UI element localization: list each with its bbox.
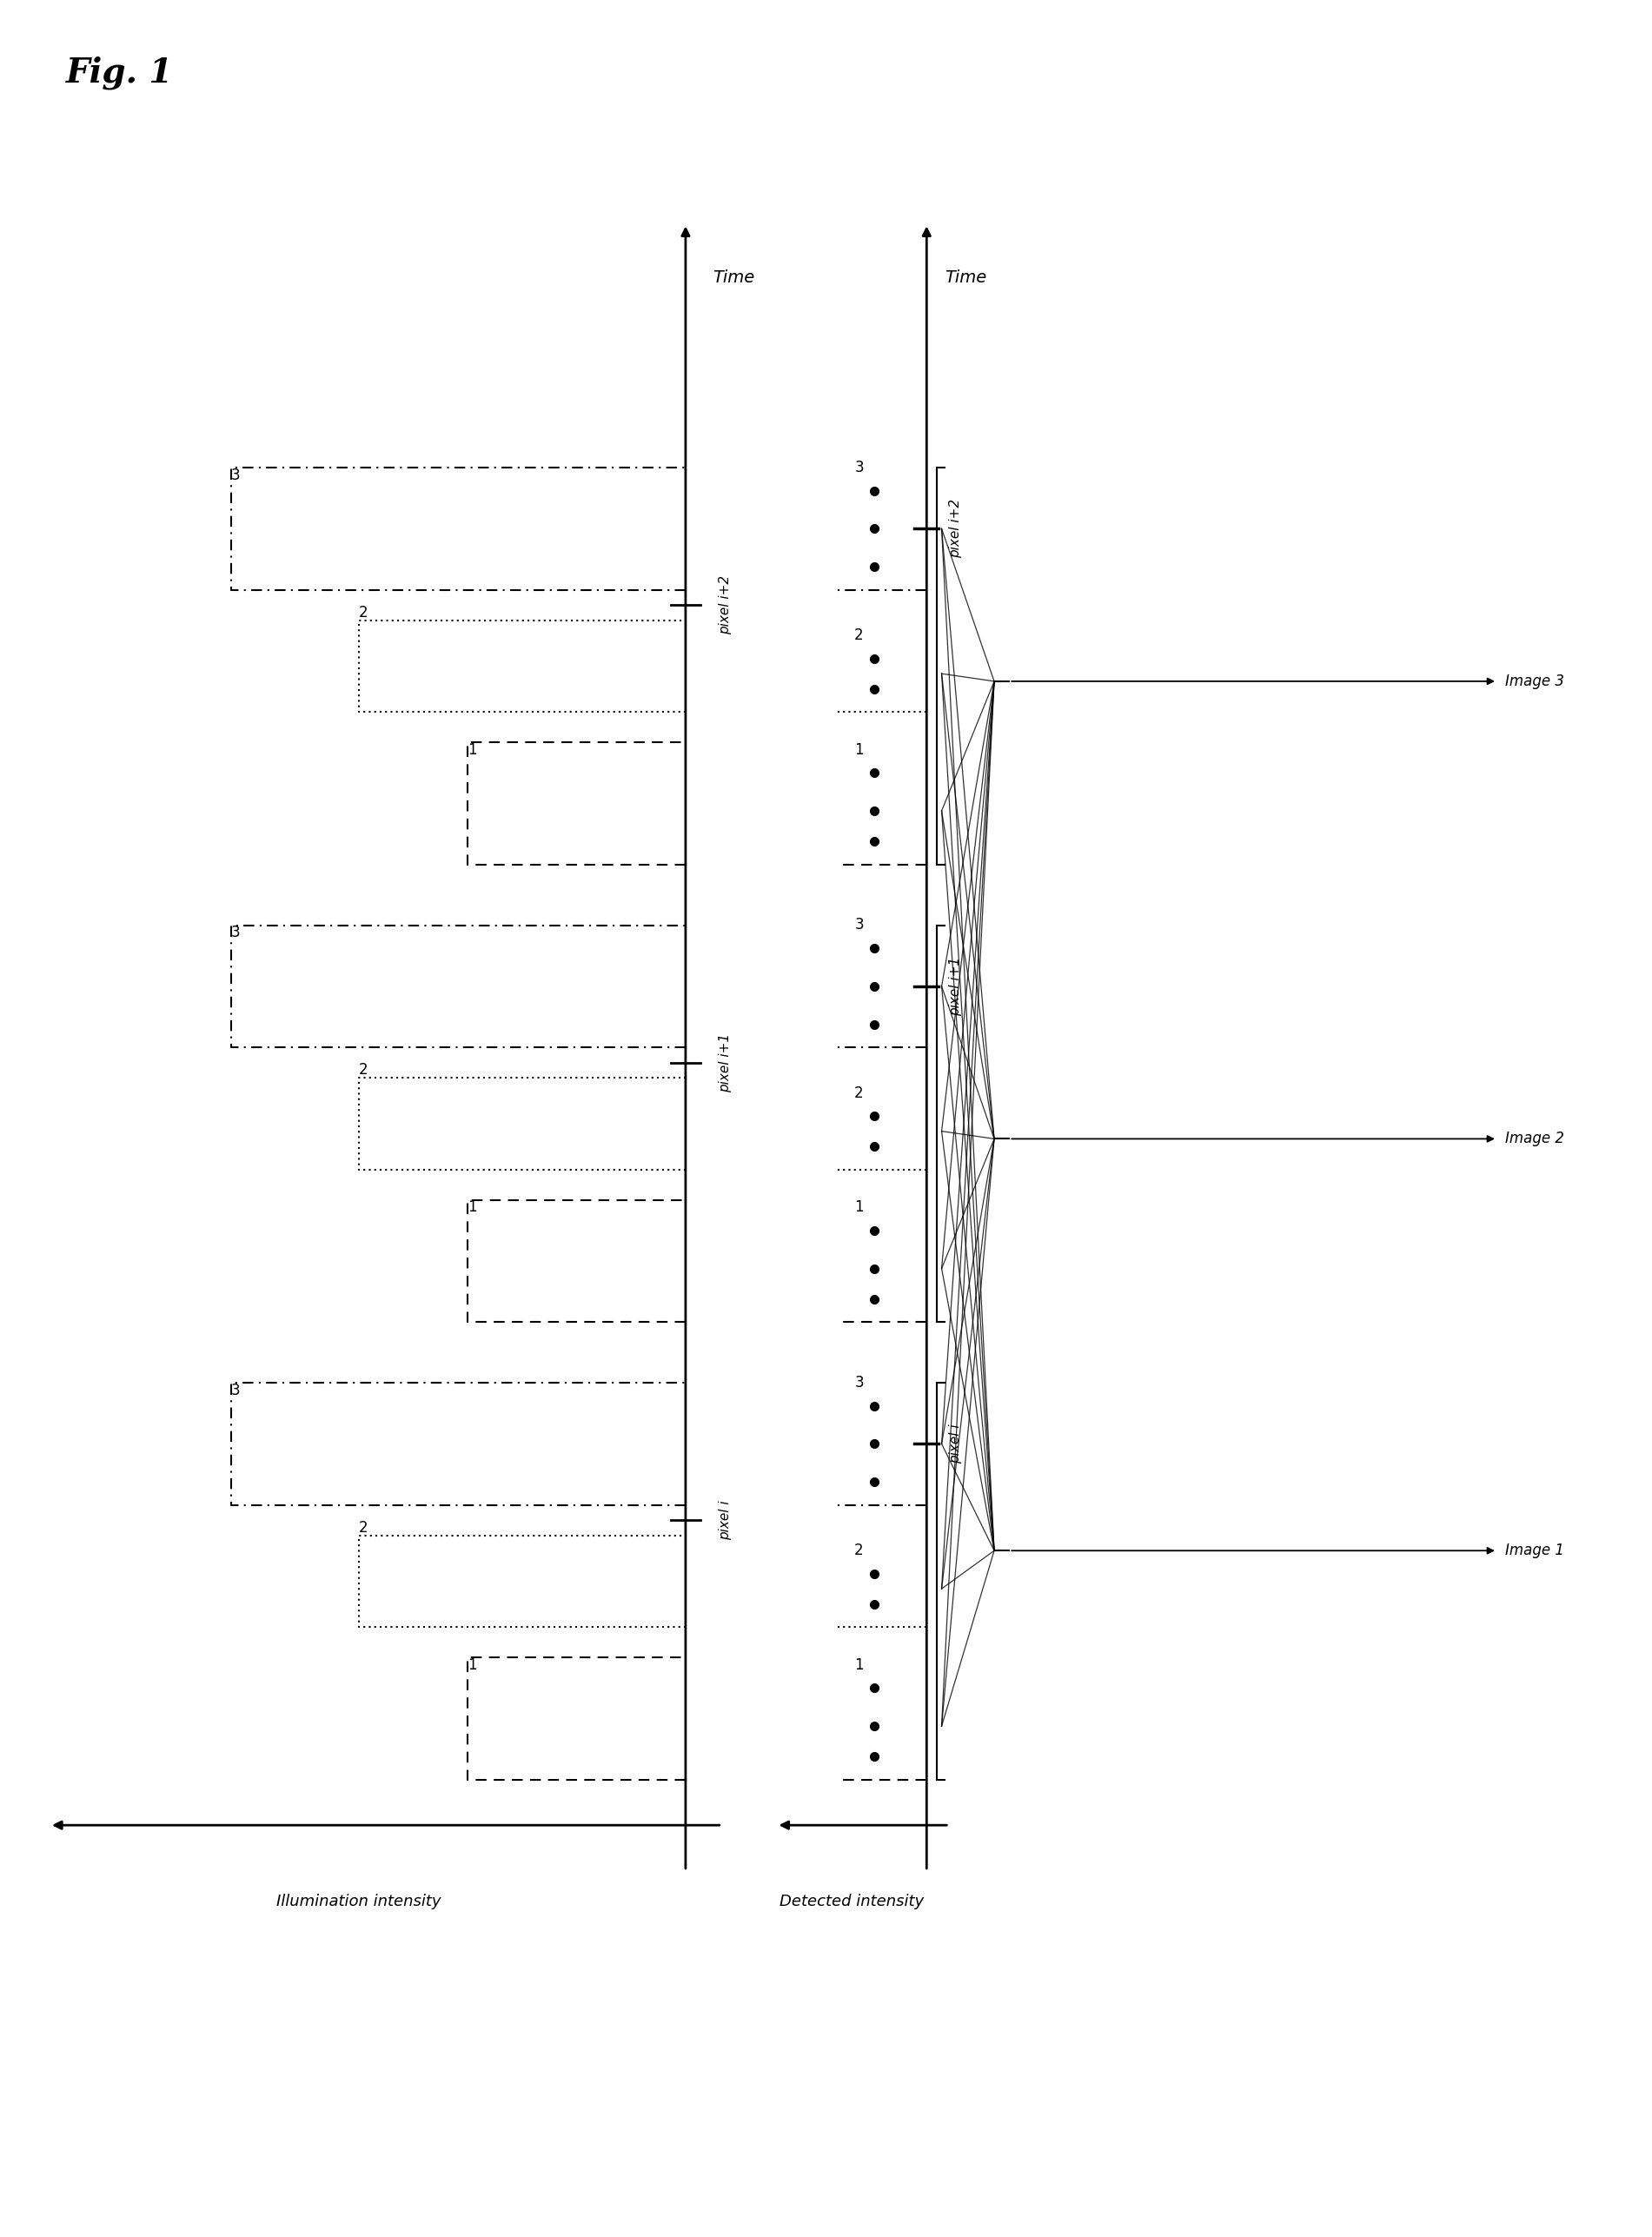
Text: 1: 1 bbox=[854, 743, 864, 758]
Text: 2: 2 bbox=[358, 1063, 367, 1078]
Text: 2: 2 bbox=[854, 629, 864, 644]
Text: pixel i+2: pixel i+2 bbox=[719, 575, 732, 635]
Text: pixel i+1: pixel i+1 bbox=[719, 1033, 732, 1092]
Text: 2: 2 bbox=[854, 1544, 864, 1559]
Text: 2: 2 bbox=[854, 1085, 864, 1101]
Text: 3: 3 bbox=[854, 461, 864, 476]
Text: 1: 1 bbox=[468, 1199, 476, 1215]
Text: Illumination intensity: Illumination intensity bbox=[276, 1895, 441, 1910]
Text: Time: Time bbox=[945, 268, 986, 286]
Text: Image 2: Image 2 bbox=[1505, 1132, 1564, 1148]
Text: pixel i: pixel i bbox=[950, 1425, 961, 1463]
Text: Fig. 1: Fig. 1 bbox=[66, 56, 173, 89]
Text: 3: 3 bbox=[854, 1376, 864, 1391]
Text: 2: 2 bbox=[358, 1519, 367, 1535]
Text: 3: 3 bbox=[231, 1382, 240, 1398]
Text: pixel i+1: pixel i+1 bbox=[950, 957, 961, 1016]
Text: Detected intensity: Detected intensity bbox=[780, 1895, 923, 1910]
Text: Time: Time bbox=[712, 268, 755, 286]
Text: 1: 1 bbox=[468, 743, 476, 758]
Text: pixel i: pixel i bbox=[719, 1501, 732, 1539]
Text: 1: 1 bbox=[854, 1199, 864, 1215]
Text: pixel i+2: pixel i+2 bbox=[950, 499, 961, 559]
Text: 3: 3 bbox=[231, 468, 240, 483]
Text: 3: 3 bbox=[854, 917, 864, 933]
Text: Image 3: Image 3 bbox=[1505, 673, 1564, 689]
Text: 2: 2 bbox=[358, 604, 367, 620]
Text: 3: 3 bbox=[231, 924, 240, 940]
Text: 1: 1 bbox=[854, 1658, 864, 1673]
Text: 1: 1 bbox=[468, 1658, 476, 1673]
Text: Image 1: Image 1 bbox=[1505, 1544, 1564, 1559]
